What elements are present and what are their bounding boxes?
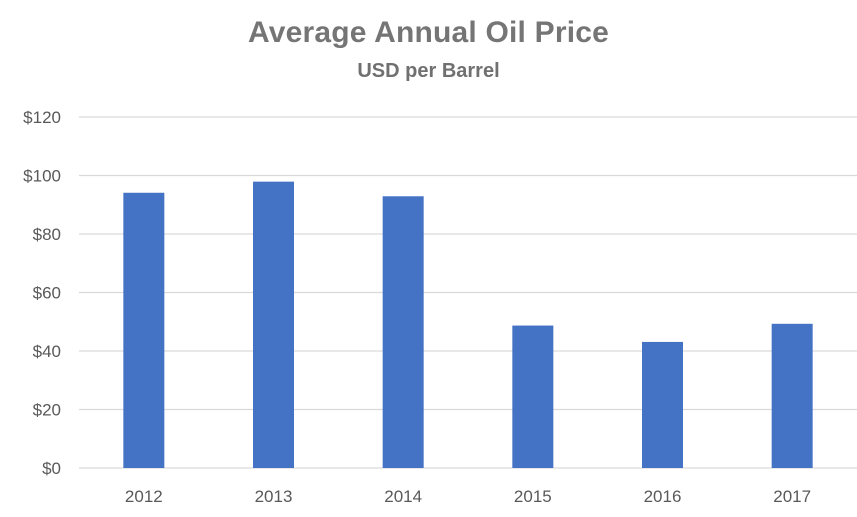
x-tick-label: 2017 bbox=[773, 487, 811, 506]
y-tick-label: $80 bbox=[33, 225, 61, 244]
y-tick-label: $60 bbox=[33, 284, 61, 303]
bar-2013 bbox=[253, 181, 294, 468]
x-tick-label: 2015 bbox=[514, 487, 552, 506]
y-tick-label: $0 bbox=[42, 459, 61, 478]
bar-2012 bbox=[123, 192, 165, 468]
x-tick-label: 2012 bbox=[125, 487, 163, 506]
chart-title: Average Annual Oil Price bbox=[247, 16, 610, 49]
x-tick-label: 2014 bbox=[384, 487, 422, 506]
y-tick-label: $40 bbox=[33, 342, 61, 361]
x-tick-label: 2013 bbox=[255, 487, 293, 506]
bar-2015 bbox=[512, 325, 554, 468]
y-tick-label: $20 bbox=[33, 401, 61, 420]
y-tick-label: $100 bbox=[23, 167, 61, 186]
x-tick-label: 2016 bbox=[644, 487, 682, 506]
bar-2016 bbox=[642, 341, 683, 468]
chart-subtitle: USD per Barrel bbox=[357, 60, 500, 82]
bar-2017 bbox=[771, 323, 813, 468]
y-tick-label: $120 bbox=[23, 108, 61, 127]
bar-2014 bbox=[382, 196, 424, 468]
